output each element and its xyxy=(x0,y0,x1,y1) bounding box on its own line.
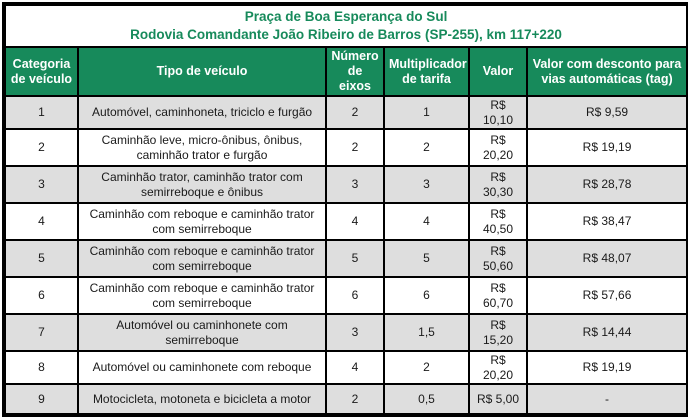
cell-multiplicador: 5 xyxy=(383,239,470,278)
column-header-row: Categoria de veículo Tipo de veículo Núm… xyxy=(3,46,688,97)
cell-categoria: 9 xyxy=(3,383,79,416)
table-row-category-8: 8 Automóvel ou caminhonete com reboque 4… xyxy=(3,350,688,385)
table-row-category-1: 1 Automóvel, caminhoneta, triciclo e fur… xyxy=(3,95,688,130)
cell-multiplicador: 0,5 xyxy=(383,383,470,416)
cell-categoria: 3 xyxy=(3,165,79,204)
cell-valor-tag: R$ 19,19 xyxy=(525,350,688,385)
cell-tipo: Caminhão leve, micro-ônibus, ônibus, cam… xyxy=(77,128,327,167)
cell-valor-tag: R$ 38,47 xyxy=(525,202,688,241)
cell-eixos: 2 xyxy=(325,95,385,130)
cell-multiplicador: 6 xyxy=(383,276,470,315)
cell-eixos: 4 xyxy=(325,350,385,385)
cell-valor: R$ 15,20 xyxy=(468,313,528,352)
cell-valor-tag: R$ 48,07 xyxy=(525,239,688,278)
cell-tipo: Motocicleta, motoneta e bicicleta a moto… xyxy=(77,383,327,416)
cell-valor-tag: R$ 9,59 xyxy=(525,95,688,130)
cell-valor-tag: R$ 14,44 xyxy=(525,313,688,352)
cell-categoria: 2 xyxy=(3,128,79,167)
table-row-category-9: 9 Motocicleta, motoneta e bicicleta a mo… xyxy=(3,383,688,416)
cell-categoria: 1 xyxy=(3,95,79,130)
cell-eixos: 6 xyxy=(325,276,385,315)
cell-multiplicador: 3 xyxy=(383,165,470,204)
cell-eixos: 2 xyxy=(325,128,385,167)
cell-valor: R$ 20,20 xyxy=(468,128,528,167)
cell-valor-tag: - xyxy=(525,383,688,416)
cell-valor: R$ 40,50 xyxy=(468,202,528,241)
cell-eixos: 4 xyxy=(325,202,385,241)
table-row-category-6: 6 Caminhão com reboque e caminhão trator… xyxy=(3,276,688,315)
cell-valor: R$ 50,60 xyxy=(468,239,528,278)
cell-valor-tag: R$ 28,78 xyxy=(525,165,688,204)
cell-valor: R$ 30,30 xyxy=(468,165,528,204)
cell-categoria: 6 xyxy=(3,276,79,315)
cell-valor-tag: R$ 19,19 xyxy=(525,128,688,167)
table-title: Praça de Boa Esperança do Sul Rodovia Co… xyxy=(2,3,688,48)
cell-tipo: Caminhão com reboque e caminhão trator c… xyxy=(77,239,327,278)
column-header-valor-tag: Valor com desconto para vias automáticas… xyxy=(525,46,688,97)
table-title-row: Praça de Boa Esperança do Sul Rodovia Co… xyxy=(2,3,688,48)
toll-plaza-name: Praça de Boa Esperança do Sul xyxy=(244,9,448,24)
cell-valor-tag: R$ 57,66 xyxy=(525,276,688,315)
cell-categoria: 4 xyxy=(3,202,79,241)
table-row-category-4: 4 Caminhão com reboque e caminhão trator… xyxy=(3,202,688,241)
cell-tipo: Caminhão trator, caminhão trator com sem… xyxy=(77,165,327,204)
table-row-category-7: 7 Automóvel ou caminhonete com semirrebo… xyxy=(3,313,688,352)
cell-multiplicador: 1 xyxy=(383,95,470,130)
cell-eixos: 5 xyxy=(325,239,385,278)
table-row-category-2: 2 Caminhão leve, micro-ônibus, ônibus, c… xyxy=(3,128,688,167)
cell-tipo: Caminhão com reboque e caminhão trator c… xyxy=(77,276,327,315)
cell-eixos: 3 xyxy=(325,165,385,204)
column-header-eixos: Número de eixos xyxy=(325,46,385,97)
cell-valor: R$ 10,10 xyxy=(468,95,528,130)
column-header-tipo: Tipo de veículo xyxy=(77,46,327,97)
table-row-category-3: 3 Caminhão trator, caminhão trator com s… xyxy=(3,165,688,204)
cell-categoria: 5 xyxy=(3,239,79,278)
cell-tipo: Automóvel, caminhoneta, triciclo e furgã… xyxy=(77,95,327,130)
cell-eixos: 2 xyxy=(325,383,385,416)
column-header-categoria: Categoria de veículo xyxy=(3,46,79,97)
cell-multiplicador: 4 xyxy=(383,202,470,241)
cell-multiplicador: 1,5 xyxy=(383,313,470,352)
column-header-valor: Valor xyxy=(468,46,528,97)
cell-multiplicador: 2 xyxy=(383,350,470,385)
cell-eixos: 3 xyxy=(325,313,385,352)
cell-tipo: Automóvel ou caminhonete com semirreboqu… xyxy=(77,313,327,352)
cell-valor: R$ 20,20 xyxy=(468,350,528,385)
table-row-category-5: 5 Caminhão com reboque e caminhão trator… xyxy=(3,239,688,278)
cell-categoria: 7 xyxy=(3,313,79,352)
cell-valor: R$ 60,70 xyxy=(468,276,528,315)
cell-categoria: 8 xyxy=(3,350,79,385)
cell-valor: R$ 5,00 xyxy=(468,383,528,416)
cell-tipo: Caminhão com reboque e caminhão trator c… xyxy=(77,202,327,241)
cell-tipo: Automóvel ou caminhonete com reboque xyxy=(77,350,327,385)
cell-multiplicador: 2 xyxy=(383,128,470,167)
column-header-multiplicador: Multiplicador de tarifa xyxy=(383,46,470,97)
highway-name: Rodovia Comandante João Ribeiro de Barro… xyxy=(130,27,562,42)
